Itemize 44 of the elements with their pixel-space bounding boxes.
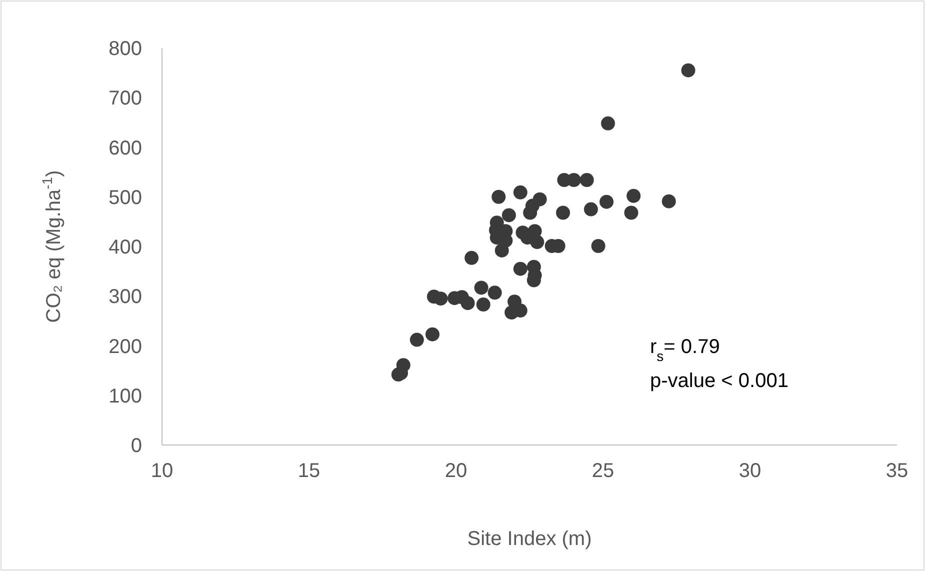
point — [662, 194, 676, 208]
point — [502, 208, 516, 222]
point — [591, 239, 606, 254]
y-tick-label: 200 — [108, 336, 142, 358]
point — [488, 286, 502, 300]
x-tick-label: 25 — [592, 460, 614, 482]
point — [556, 206, 570, 220]
point — [474, 280, 488, 295]
x-axis-title: Site Index (m) — [467, 528, 592, 550]
point — [530, 235, 544, 250]
point — [523, 206, 538, 220]
y-tick-label: 300 — [108, 286, 142, 308]
x-tick-label: 20 — [444, 460, 468, 482]
y-tick-label: 800 — [108, 38, 142, 60]
point — [513, 185, 528, 200]
point — [584, 202, 598, 216]
point — [476, 298, 490, 312]
annotation: p-value < 0.001 — [650, 370, 788, 392]
point — [425, 327, 440, 342]
point — [434, 292, 448, 306]
x-tick-label: 30 — [738, 460, 762, 482]
point — [626, 188, 641, 203]
point — [394, 366, 408, 380]
y-tick-label: 700 — [108, 88, 142, 110]
point — [513, 262, 528, 276]
point — [494, 243, 509, 258]
y-tick-label: 100 — [108, 385, 142, 408]
point — [601, 116, 615, 130]
point — [624, 206, 638, 220]
x-tick-label: 10 — [150, 460, 174, 482]
annotation: r$_{s}$= 0.79 — [650, 336, 720, 364]
y-tick-label: 0 — [130, 435, 142, 457]
point — [600, 194, 614, 209]
point — [460, 296, 475, 310]
point — [464, 250, 479, 265]
point — [492, 190, 506, 204]
y-tick-label: 600 — [108, 137, 142, 160]
point — [580, 173, 594, 188]
y-tick-label: 500 — [108, 186, 142, 209]
point — [681, 63, 696, 78]
x-tick-label: 15 — [298, 460, 320, 482]
point — [410, 332, 424, 347]
y-tick-label: 400 — [108, 236, 142, 258]
x-tick-label: 35 — [886, 460, 908, 482]
